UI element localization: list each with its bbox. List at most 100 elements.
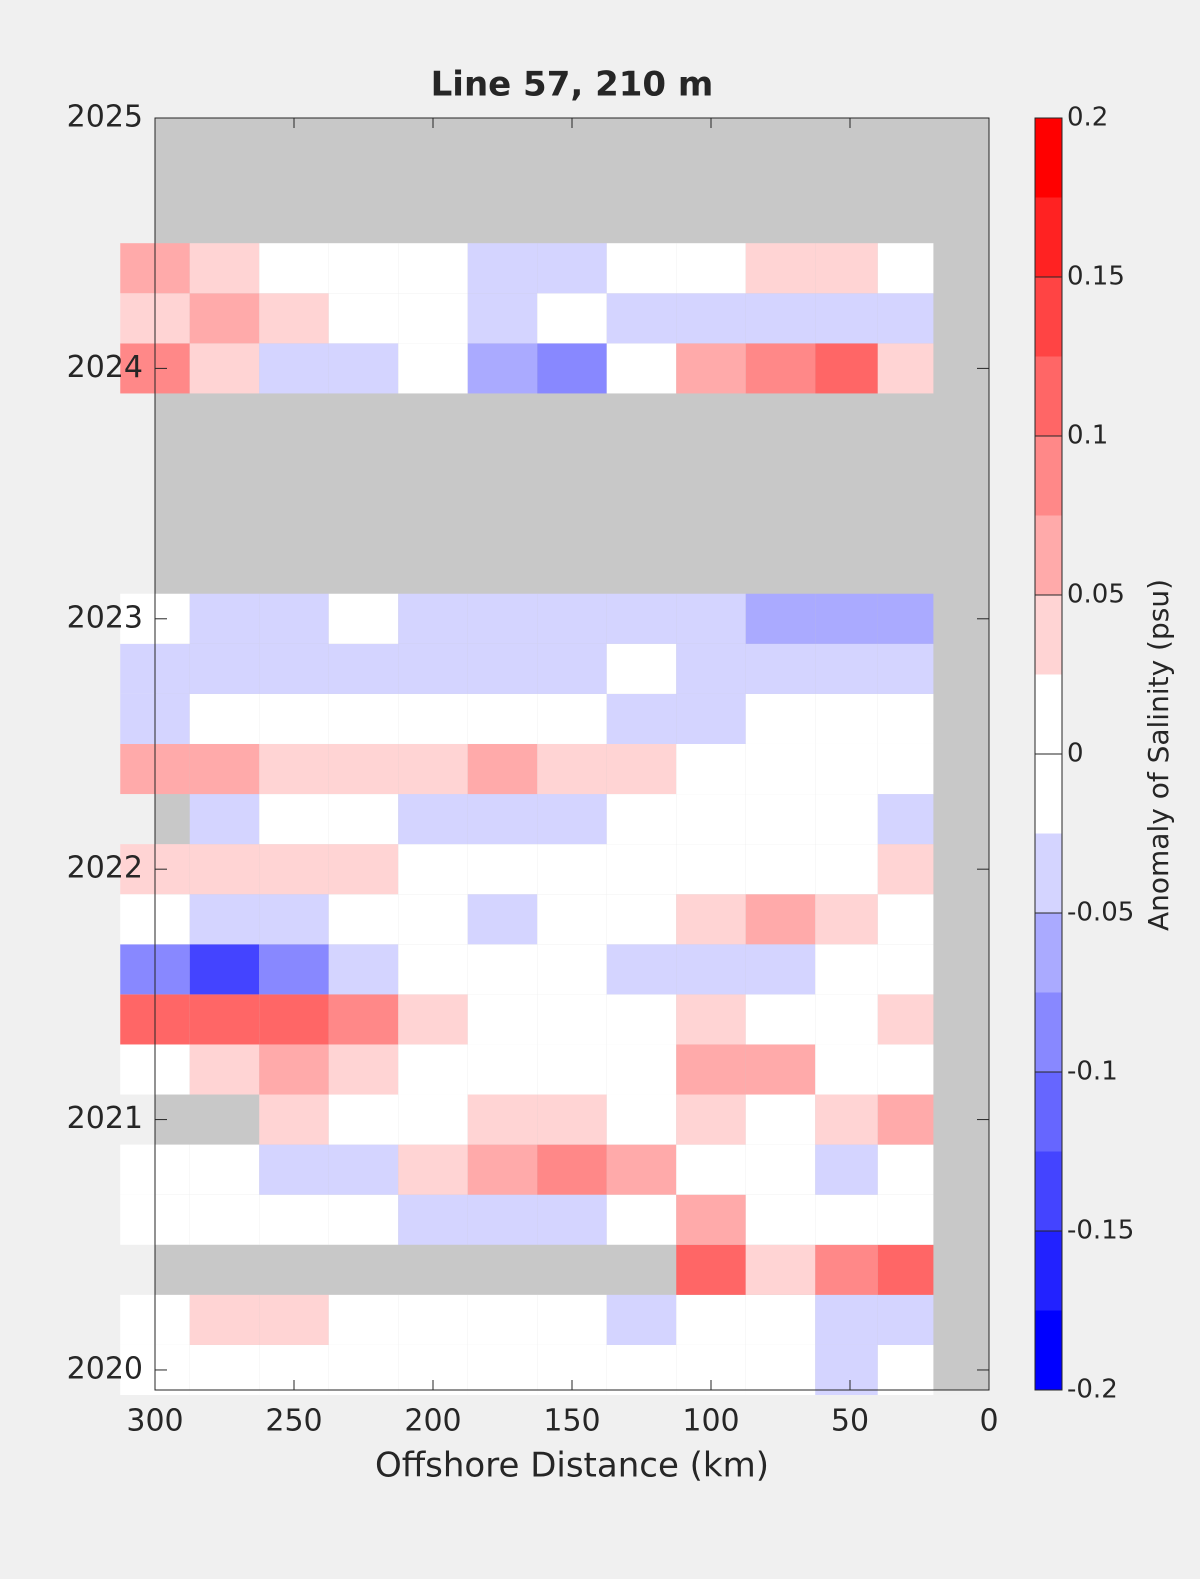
contour-cell xyxy=(328,994,399,1045)
contour-cell xyxy=(398,994,468,1045)
contour-cell xyxy=(259,693,329,744)
contour-cell xyxy=(398,743,468,795)
contour-cell xyxy=(467,1194,538,1245)
contour-cell xyxy=(537,1194,607,1245)
y-tick-label: 2020 xyxy=(67,1351,143,1386)
contour-cell xyxy=(189,643,260,694)
contour-cell xyxy=(189,293,260,344)
contour-cell xyxy=(676,643,746,694)
colorbar-label: Anomaly of Salinity (psu) xyxy=(1142,579,1175,931)
colorbar-tick-label: 0 xyxy=(1067,739,1084,769)
contour-cell xyxy=(259,1194,329,1245)
contour-cell xyxy=(877,593,934,644)
contour-cell xyxy=(745,1294,816,1345)
contour-cell xyxy=(815,944,878,995)
contour-cell xyxy=(328,1094,399,1145)
contour-cell xyxy=(815,1294,878,1345)
contour-cell xyxy=(259,243,329,294)
contour-cell xyxy=(606,1044,677,1095)
contour-cell xyxy=(537,1094,607,1145)
contour-cell xyxy=(537,243,607,294)
contour-cell xyxy=(606,1344,677,1396)
contour-cell xyxy=(189,894,260,945)
contour-cell xyxy=(877,243,934,294)
contour-cell xyxy=(259,1094,329,1145)
colorbar-swatch xyxy=(1035,992,1062,1072)
contour-cell xyxy=(398,1044,468,1095)
contour-cell xyxy=(467,944,538,995)
colorbar-swatch xyxy=(1035,595,1062,675)
contour-cell xyxy=(745,1194,816,1245)
colorbar-tick-label: -0.1 xyxy=(1067,1057,1118,1087)
contour-cell xyxy=(398,894,468,945)
contour-cell xyxy=(606,1144,677,1195)
contour-cell xyxy=(877,1094,934,1145)
contour-cell xyxy=(745,1244,816,1295)
contour-cell xyxy=(398,1094,468,1145)
contour-cell xyxy=(745,693,816,744)
contour-cell xyxy=(189,844,260,895)
contour-cell xyxy=(606,944,677,995)
contour-cell xyxy=(467,994,538,1045)
contour-cell xyxy=(606,343,677,394)
contour-cell xyxy=(606,844,677,895)
contour-cell xyxy=(676,1144,746,1195)
x-tick-label: 0 xyxy=(979,1404,998,1439)
contour-cell xyxy=(259,844,329,895)
contour-cell xyxy=(398,243,468,294)
colorbar-swatch xyxy=(1035,674,1062,754)
contour-cell xyxy=(467,243,538,294)
contour-cell xyxy=(259,994,329,1045)
contour-cell xyxy=(189,743,260,795)
contour-cell xyxy=(745,343,816,394)
contour-cell xyxy=(259,894,329,945)
contour-cell xyxy=(606,293,677,344)
colorbar-swatch xyxy=(1035,1231,1062,1311)
contour-cell xyxy=(815,1144,878,1195)
contour-cell xyxy=(467,1044,538,1095)
y-tick-label: 2021 xyxy=(67,1101,143,1136)
contour-cell xyxy=(676,994,746,1045)
contour-cell xyxy=(537,343,607,394)
contour-cell xyxy=(328,1294,399,1345)
contour-cell xyxy=(467,1094,538,1145)
contour-cell xyxy=(467,844,538,895)
contour-cell xyxy=(745,643,816,694)
colorbar-tick-label: 0.2 xyxy=(1067,103,1108,133)
contour-cell xyxy=(537,944,607,995)
contour-cell xyxy=(676,844,746,895)
x-tick-label: 100 xyxy=(682,1404,739,1439)
contour-cell xyxy=(467,743,538,795)
contour-cell xyxy=(398,693,468,744)
colorbar-swatch xyxy=(1035,1072,1062,1152)
contour-cell xyxy=(877,693,934,744)
colorbar-tick-label: 0.1 xyxy=(1067,421,1108,451)
contour-cell xyxy=(537,293,607,344)
contour-cell xyxy=(877,1344,934,1396)
contour-cell xyxy=(606,1294,677,1345)
contour-cell xyxy=(398,643,468,694)
contour-cell xyxy=(328,1144,399,1195)
contour-cell xyxy=(815,593,878,644)
colorbar-tick-label: -0.2 xyxy=(1067,1375,1118,1405)
contour-cell xyxy=(815,693,878,744)
colorbar-tick-label: -0.15 xyxy=(1067,1216,1134,1246)
contour-cell xyxy=(259,1144,329,1195)
contour-cell xyxy=(398,1194,468,1245)
x-tick-label: 300 xyxy=(126,1404,183,1439)
contour-cell xyxy=(676,794,746,845)
contour-cell xyxy=(815,643,878,694)
contour-cell xyxy=(537,643,607,694)
contour-cell xyxy=(189,343,260,394)
contour-cell xyxy=(328,1044,399,1095)
contour-cell xyxy=(537,1294,607,1345)
contour-cell xyxy=(189,1044,260,1095)
contour-cell xyxy=(745,1344,816,1396)
contour-cell xyxy=(467,1144,538,1195)
colorbar-swatch xyxy=(1035,356,1062,436)
contour-cell xyxy=(259,643,329,694)
contour-cell xyxy=(189,1194,260,1245)
contour-cell xyxy=(676,1044,746,1095)
contour-cell xyxy=(328,293,399,344)
contour-cell xyxy=(676,593,746,644)
